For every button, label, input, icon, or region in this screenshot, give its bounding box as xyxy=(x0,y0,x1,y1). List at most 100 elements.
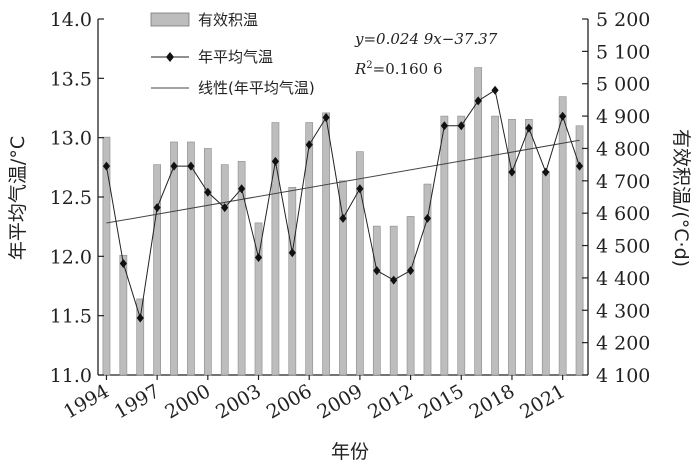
bar-2021 xyxy=(558,96,567,376)
left-tick-label: 14.0 xyxy=(50,9,92,31)
bar-2005 xyxy=(288,186,297,376)
x-tick-label: 2018 xyxy=(466,380,519,423)
temperature-point-1998 xyxy=(170,161,178,171)
right-tick-label: 4 100 xyxy=(596,365,650,387)
temperature-point-2004 xyxy=(271,156,280,166)
right-tick-label: 5 000 xyxy=(596,74,650,96)
temperature-point-2012 xyxy=(406,266,415,276)
right-tick-label: 4 600 xyxy=(596,203,650,225)
trend-line xyxy=(106,139,580,224)
temperature-point-2022 xyxy=(575,161,584,171)
bar-1997 xyxy=(153,164,161,376)
legend-bar-swatch xyxy=(150,12,190,27)
trend-group xyxy=(106,139,580,224)
temperature-point-2006 xyxy=(305,140,313,150)
bar-2017 xyxy=(491,115,499,376)
y-axis-left-title: 年平均气温/°C xyxy=(7,136,29,260)
x-tick-label: 2000 xyxy=(161,380,214,423)
right-tick-label: 5 100 xyxy=(596,41,650,63)
temperature-point-1994 xyxy=(102,161,111,171)
right-ticks: 4 100 4 200 4 300 4 400 4 500 4 600 4 700 4 800… xyxy=(582,9,650,387)
bar-2016 xyxy=(474,67,483,376)
temperature-point-2019 xyxy=(525,123,533,133)
bar-2007 xyxy=(322,112,330,376)
legend: 有效积温 年平均气温 线性(年平均气温) xyxy=(150,11,315,97)
y-axis-right-title: 有效积温/(°C·d) xyxy=(670,129,692,267)
temperature-point-1999 xyxy=(187,161,195,171)
legend-label-line: 年平均气温 xyxy=(198,48,273,66)
bar-2015 xyxy=(457,115,466,376)
bar-2012 xyxy=(406,216,415,376)
temperature-point-2008 xyxy=(339,213,347,223)
bar-2001 xyxy=(220,164,229,376)
bar-2004 xyxy=(271,122,280,376)
right-tick-label: 4 200 xyxy=(596,333,650,355)
r-squared-superscript: 2 xyxy=(366,60,372,71)
bar-1995 xyxy=(119,254,128,376)
temperature-point-1997 xyxy=(153,203,161,213)
bar-2013 xyxy=(423,183,432,376)
x-tick-label: 2009 xyxy=(314,380,367,423)
x-tick-label: 1997 xyxy=(111,380,164,423)
temperature-point-2020 xyxy=(542,167,550,177)
temperature-line-group xyxy=(102,85,584,323)
temperature-point-2017 xyxy=(491,85,499,95)
x-axis-title: 年份 xyxy=(331,441,369,463)
temperature-point-2021 xyxy=(559,111,567,121)
right-tick-label: 4 700 xyxy=(596,171,650,193)
bar-2020 xyxy=(541,170,550,376)
left-tick-label: 13.5 xyxy=(50,68,92,90)
left-tick-label: 13.0 xyxy=(50,128,92,150)
r-squared-symbol: R xyxy=(354,60,366,78)
bar-2011 xyxy=(389,225,398,376)
left-tick-label: 12.5 xyxy=(50,187,92,209)
bar-2002 xyxy=(237,161,246,376)
bar-2010 xyxy=(372,225,381,376)
temperature-point-2003 xyxy=(254,253,263,263)
bar-1999 xyxy=(187,141,195,376)
temperature-point-2010 xyxy=(373,266,381,276)
temperature-point-2002 xyxy=(238,184,246,194)
temperature-point-2005 xyxy=(288,248,296,258)
bars-group xyxy=(102,67,584,376)
left-ticks: 11.0 11.5 12.0 12.5 13.0 13.5 14.0 xyxy=(50,9,104,387)
temperature-point-2013 xyxy=(423,213,432,223)
legend-label-bars: 有效积温 xyxy=(198,11,258,29)
right-tick-label: 5 200 xyxy=(596,9,650,31)
bar-2022 xyxy=(575,125,584,376)
temperature-point-2007 xyxy=(322,112,330,122)
legend-label-trend: 线性(年平均气温) xyxy=(198,79,315,97)
right-tick-label: 4 500 xyxy=(596,236,650,258)
r-squared-value: =0.160 6 xyxy=(373,60,443,78)
temperature-point-1996 xyxy=(136,313,144,323)
x-tick-label: 2006 xyxy=(263,380,316,423)
right-tick-label: 4 300 xyxy=(596,300,650,322)
regression-equation: y=0.024 9x−37.37 xyxy=(354,30,498,48)
legend-diamond-marker xyxy=(166,52,174,62)
left-tick-label: 12.0 xyxy=(50,246,92,268)
temperature-point-2018 xyxy=(508,167,516,177)
r-squared: R2=0.160 6 xyxy=(354,60,443,78)
temperature-point-2015 xyxy=(457,121,465,131)
left-tick-label: 11.5 xyxy=(50,306,92,328)
x-tick-label: 2021 xyxy=(516,380,569,423)
bar-2008 xyxy=(339,180,347,376)
x-tick-label: 2012 xyxy=(364,380,417,423)
temperature-point-2009 xyxy=(356,184,364,194)
right-tick-label: 4 800 xyxy=(596,138,650,160)
temperature-point-2001 xyxy=(221,203,229,213)
temperature-point-2011 xyxy=(390,275,398,285)
temperature-point-2016 xyxy=(474,96,482,106)
temperature-point-1995 xyxy=(119,258,127,268)
right-tick-label: 4 900 xyxy=(596,106,650,128)
bar-2000 xyxy=(203,148,212,376)
bar-1998 xyxy=(170,141,178,376)
x-tick-label: 2003 xyxy=(212,380,265,423)
temperature-point-2014 xyxy=(440,121,448,131)
right-tick-label: 4 400 xyxy=(596,268,650,290)
left-tick-label: 11.0 xyxy=(50,365,92,387)
x-tick-label: 2015 xyxy=(415,380,468,423)
bar-2019 xyxy=(525,119,533,376)
